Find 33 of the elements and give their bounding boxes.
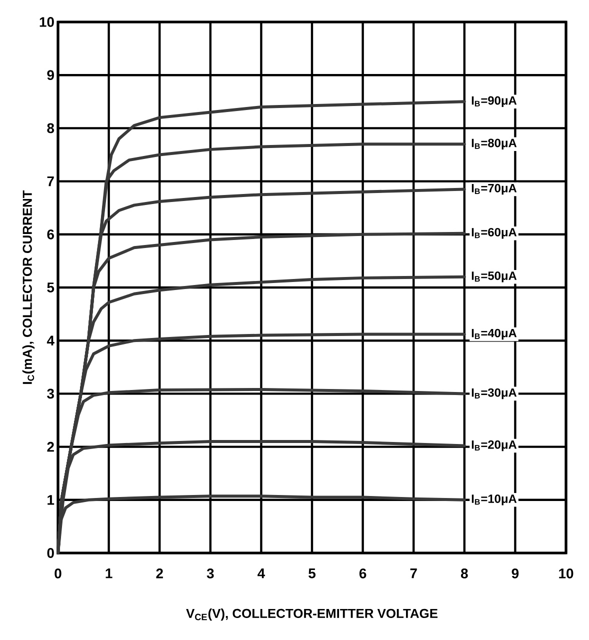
y-tick-label: 7 [47, 176, 54, 186]
x-tick-label: 2 [156, 568, 163, 578]
y-tick-label: 10 [40, 17, 54, 27]
series-label: I$_{B}$=50μA [472, 271, 517, 282]
x-tick-label: 0 [54, 568, 62, 578]
x-tick-label: 5 [308, 568, 316, 578]
x-tick-label: 7 [410, 568, 417, 578]
series-label: I$_{B}$=70μA [472, 184, 517, 195]
y-tick-label: 4 [46, 336, 54, 346]
series-label: I$_{B}$=20μA [472, 440, 517, 452]
y-tick-label: 0 [47, 548, 54, 558]
y-tick-label: 9 [47, 70, 54, 80]
x-tick-label: 4 [258, 568, 266, 578]
series-label: I$_{B}$=60μA [472, 228, 517, 239]
series-label: I$_{B}$=40μA [472, 328, 517, 340]
y-axis-title: I$_{C}$(mA), COLLECTOR CURRENT [22, 190, 34, 384]
series-label: I$_{B}$=10μA [472, 494, 517, 506]
x-tick-label: 10 [559, 568, 574, 578]
x-tick-label: 9 [512, 568, 519, 578]
y-tick-label: 6 [47, 229, 54, 240]
x-tick-label: 1 [106, 568, 112, 578]
series-label: I$_{B}$=90μA [472, 96, 517, 108]
x-tick-label: 3 [206, 568, 214, 578]
x-tick-label: 8 [460, 568, 468, 578]
y-tick-label: 1 [48, 495, 54, 505]
x-tick-label: 6 [359, 568, 366, 578]
y-tick-label: 3 [47, 388, 54, 399]
y-tick-label: 8 [47, 123, 54, 134]
y-tick-label: 2 [47, 442, 54, 452]
series-label: I$_{B}$=30μA [472, 388, 517, 400]
x-axis-title: V$_{CE}$(V), COLLECTOR-EMITTER VOLTAGE [186, 608, 438, 621]
series-label: I$_{B}$=80μA [472, 138, 517, 150]
y-tick-label: 5 [47, 282, 54, 292]
